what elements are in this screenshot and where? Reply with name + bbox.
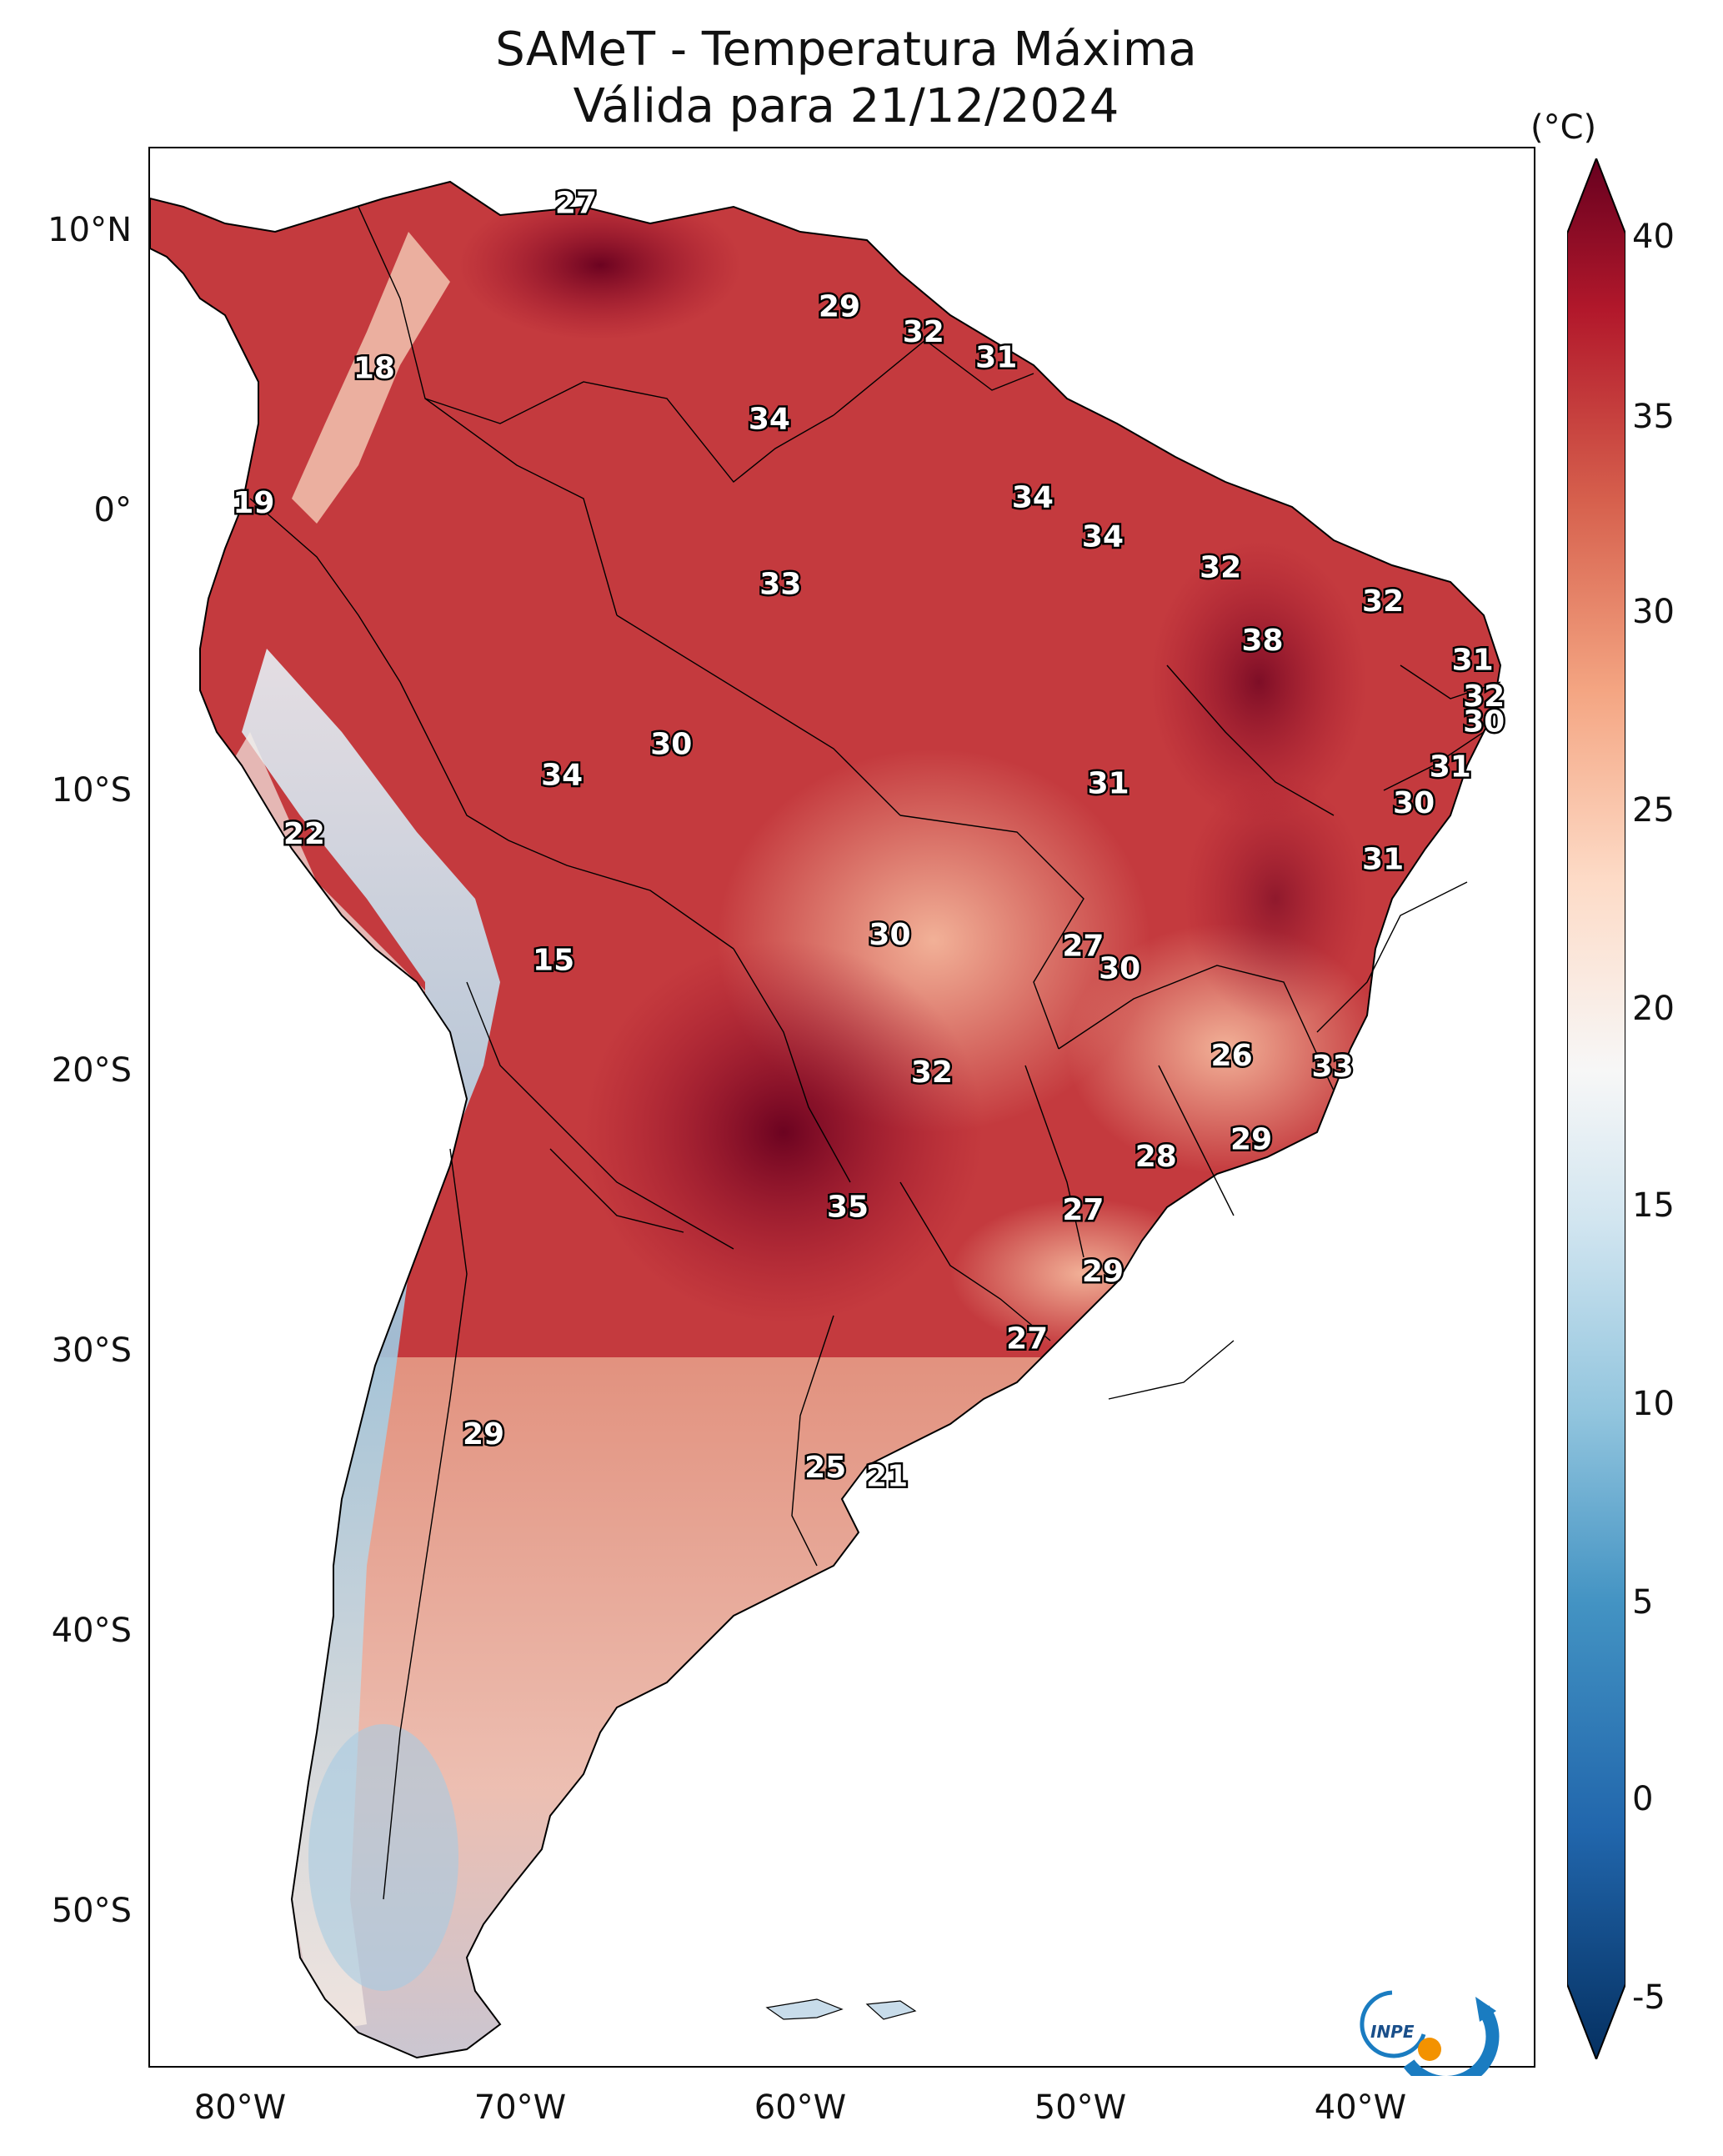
city-value-label: 32 — [1463, 679, 1505, 714]
city-value-label: 30 — [650, 727, 692, 761]
city-value-label: 30 — [1463, 705, 1505, 740]
colorbar-tick-20: 20 — [1632, 990, 1675, 1028]
lat-tick-10s: 10°S — [51, 771, 132, 810]
city-value-label: 34 — [1012, 480, 1054, 514]
city-value-label: 33 — [759, 568, 801, 602]
lon-tick-40w: 40°W — [1314, 2088, 1407, 2127]
lon-tick-70w: 70°W — [473, 2088, 567, 2127]
colorbar-unit: (°C) — [1530, 108, 1597, 147]
colorbar-tick-minus5: -5 — [1632, 1978, 1665, 2017]
city-value-label: 32 — [903, 315, 944, 349]
colorbar-tick-25: 25 — [1632, 791, 1675, 830]
city-value-label: 27 — [1006, 1321, 1048, 1356]
city-value-label: 29 — [819, 290, 860, 324]
colorbar-tick-0: 0 — [1632, 1780, 1654, 1818]
city-value-label: 25 — [804, 1451, 846, 1485]
lat-tick-10n: 10°N — [48, 211, 132, 249]
lat-tick-50s: 50°S — [51, 1892, 132, 1930]
city-value-label: 19 — [233, 486, 274, 520]
city-value-label: 29 — [463, 1417, 504, 1452]
city-value-label: 22 — [283, 817, 325, 851]
city-value-label: 34 — [1082, 520, 1124, 554]
city-value-label: 32 — [1200, 551, 1241, 585]
city-value-label: 28 — [1135, 1140, 1177, 1174]
city-value-label: 30 — [1099, 952, 1140, 986]
svg-text:INPE: INPE — [1370, 2022, 1415, 2042]
city-value-label: 30 — [869, 918, 910, 952]
city-value-label: 34 — [749, 402, 790, 436]
colorbar-tick-35: 35 — [1632, 398, 1675, 436]
city-value-label: 27 — [1062, 930, 1104, 964]
colorbar-tick-30: 30 — [1632, 593, 1675, 631]
city-value-label: 27 — [555, 186, 597, 220]
city-value-label: 32 — [1362, 584, 1404, 619]
lon-tick-80w: 80°W — [193, 2088, 287, 2127]
city-value-label: 29 — [1082, 1255, 1124, 1289]
colorbar-tick-15: 15 — [1632, 1186, 1675, 1225]
colorbar — [1567, 158, 1625, 2059]
city-value-label: 30 — [1393, 786, 1435, 820]
colorbar-tick-5: 5 — [1632, 1583, 1654, 1622]
city-value-label: 15 — [533, 943, 574, 977]
colorbar-tick-10: 10 — [1632, 1385, 1675, 1423]
city-value-label: 18 — [353, 352, 395, 386]
map-area: 27 29 32 31 18 34 34 19 34 32 33 32 38 31 32 30 30 34 31 31… — [148, 147, 1535, 2068]
lat-tick-0: 0° — [93, 491, 132, 529]
city-value-label: 31 — [1452, 644, 1494, 678]
lat-tick-20s: 20°S — [51, 1051, 132, 1090]
country-borders — [249, 206, 1501, 1900]
map-subtitle: Válida para 21/12/2024 — [573, 79, 1119, 133]
land-fill — [150, 182, 1500, 2058]
city-value-label: 35 — [827, 1190, 869, 1224]
colorbar-tick-40: 40 — [1632, 218, 1675, 256]
city-value-label: 34 — [541, 758, 583, 792]
inpe-logo: INPE — [1360, 1990, 1500, 2076]
lon-tick-60w: 60°W — [754, 2088, 847, 2127]
lat-tick-30s: 30°S — [51, 1331, 132, 1370]
lat-tick-40s: 40°S — [51, 1612, 132, 1650]
map-title: SAMeT - Temperatura Máxima — [495, 23, 1197, 77]
city-value-label: 33 — [1312, 1050, 1354, 1084]
city-value-label: 31 — [1088, 767, 1129, 801]
city-value-label: 31 — [975, 340, 1017, 374]
city-value-label: 31 — [1430, 750, 1471, 784]
city-value-label: 26 — [1211, 1039, 1253, 1073]
lon-tick-50w: 50°W — [1034, 2088, 1127, 2127]
city-value-label: 32 — [911, 1055, 953, 1090]
city-value-label: 31 — [1362, 842, 1404, 876]
city-value-label: 38 — [1242, 624, 1284, 658]
city-value-label: 27 — [1062, 1193, 1104, 1227]
city-value-label: 21 — [866, 1459, 908, 1493]
city-value-label: 29 — [1230, 1123, 1272, 1157]
